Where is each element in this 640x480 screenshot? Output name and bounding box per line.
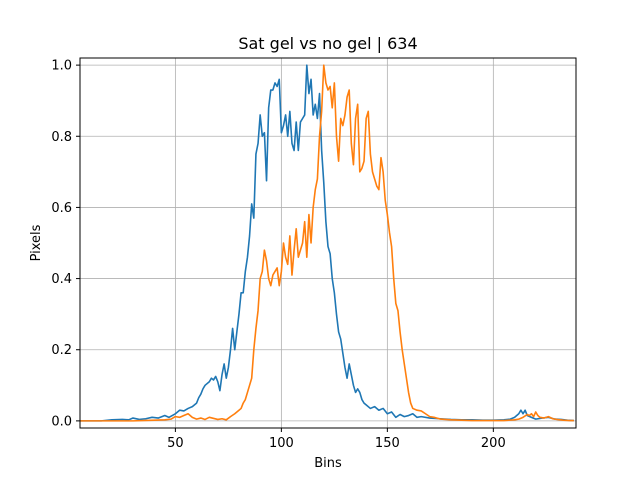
axes-frame (79, 57, 577, 429)
x-tick-label: 200 (481, 436, 506, 451)
x-axis-label: Bins (314, 456, 342, 471)
series-line-2 (80, 64, 574, 422)
chart-title: Sat gel vs no gel | 634 (238, 34, 417, 53)
y-tick-label: 0.4 (51, 272, 72, 287)
y-axis-label: Pixels (29, 224, 44, 261)
x-tick-label: 100 (269, 436, 294, 451)
axis-ticks: 50 100 150 200 0.0 0.2 0.4 0.6 0.8 1.0 (51, 59, 505, 451)
x-tick-label: 150 (375, 436, 400, 451)
y-tick-label: 1.0 (51, 59, 72, 74)
plot-lines (80, 64, 574, 422)
y-tick-label: 0.6 (51, 201, 72, 216)
series-line-1 (80, 64, 574, 422)
y-tick-label: 0.8 (51, 130, 72, 145)
y-tick-label: 0.0 (51, 414, 72, 429)
x-tick-label: 50 (167, 436, 184, 451)
y-tick-label: 0.2 (51, 343, 72, 358)
